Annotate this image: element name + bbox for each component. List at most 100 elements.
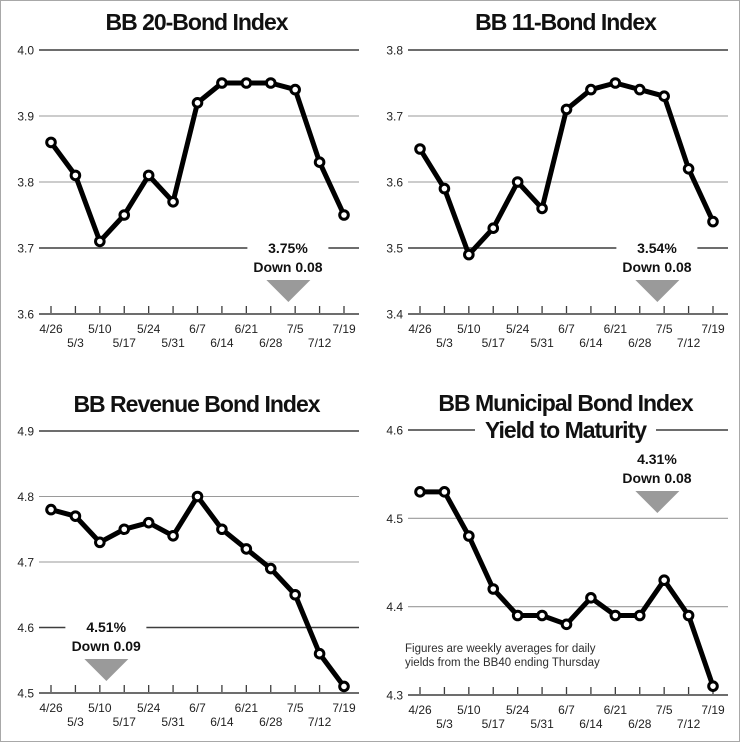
chart-title-text: BB Revenue Bond Index: [73, 391, 320, 417]
x-tick-label: 6/21: [235, 701, 259, 715]
y-tick-label: 4.7: [17, 556, 34, 570]
annotation-value: 4.51%: [86, 619, 127, 635]
y-tick-label: 4.5: [386, 512, 403, 526]
data-markers: [45, 77, 350, 248]
x-tick-label: 6/21: [235, 322, 259, 336]
x-tick-label: 5/3: [436, 336, 453, 350]
x-tick-label: 6/28: [628, 336, 652, 350]
y-tick-label: 3.7: [386, 110, 403, 124]
data-point: [414, 486, 426, 498]
x-tick-label: 7/5: [656, 703, 673, 717]
x-tick-label: 5/24: [506, 322, 530, 336]
y-tick-label: 4.6: [17, 621, 34, 635]
data-markers: [414, 486, 719, 692]
data-point: [289, 83, 301, 96]
y-tick-label: 4.8: [17, 490, 34, 504]
data-point: [338, 680, 350, 693]
gridlines: 3.8 3.7 3.6 3.5 3.4: [386, 44, 728, 322]
chart-canvas: 4.6 4.5 4.4 4.3 4/26 5/3 5/105/175/245/31 6/7 6/…: [386, 424, 728, 731]
x-tick-label: 5/10: [88, 701, 112, 715]
x-tick-label: 6/7: [189, 322, 206, 336]
data-point: [142, 516, 155, 529]
data-point: [118, 523, 131, 536]
data-point: [240, 77, 253, 89]
chart-title-text: BB 20-Bond Index: [105, 9, 288, 35]
x-tick-label: 6/21: [604, 322, 628, 336]
x-axis: 4/26 5/3 5/105/175/245/31 6/7 6/146/216/28 7/…: [39, 306, 356, 350]
x-tick-label: 5/31: [161, 715, 185, 729]
annotation-change: Down 0.09: [71, 638, 141, 654]
down-arrow-icon: [265, 279, 310, 302]
x-tick-label: 6/28: [259, 715, 283, 729]
chart-canvas: 4.9 4.8 4.7 4.6 4.5 4/26 5/3 5/105/175/245/31 6/…: [17, 425, 359, 729]
y-tick-label: 4.4: [386, 600, 403, 614]
data-point: [338, 209, 350, 221]
x-axis: 4/26 5/3 5/105/175/245/31 6/7 6/146/216/28 7/…: [39, 685, 356, 729]
annotation-value: 3.75%: [268, 239, 308, 256]
x-tick-label: 6/14: [210, 715, 234, 729]
chart-panel-bb-11-bond-index: 3.8 3.7 3.6 3.5 3.4 4/26 5/3 5/10 5/17 5/24 5/31 6/…: [370, 1, 739, 371]
y-tick-label: 3.8: [17, 176, 34, 190]
x-tick-label: 7/19: [701, 703, 725, 717]
annotation-value: 3.54%: [637, 239, 677, 256]
x-tick-label: 4/26: [408, 703, 432, 717]
y-tick-label: 3.4: [386, 308, 403, 322]
chart-title: BB Revenue Bond Index: [27, 391, 366, 418]
data-point: [94, 235, 106, 248]
x-tick-label: 5/10: [88, 322, 112, 336]
chart-annotation: 4.31% Down 0.08: [616, 449, 698, 513]
data-point: [511, 609, 524, 622]
x-tick-label: 5/10: [457, 322, 481, 336]
x-tick-label: 7/19: [332, 701, 356, 715]
data-point: [438, 486, 451, 498]
data-point: [682, 163, 695, 175]
chart-canvas: 4.0 3.9 3.8 3.7 3.6 4/26 5/3 5/105/175/245/31 6/…: [17, 44, 359, 350]
y-tick-label: 4.6: [386, 424, 403, 438]
data-point: [167, 530, 179, 542]
data-point: [658, 90, 670, 102]
y-tick-label: 4.5: [17, 687, 34, 701]
x-tick-label: 5/31: [161, 336, 185, 350]
data-point: [609, 77, 622, 89]
data-point: [94, 536, 106, 549]
x-tick-label: 6/7: [189, 701, 206, 715]
chart-canvas: 3.8 3.7 3.6 3.5 3.4 4/26 5/3 5/105/175/245/31 6/…: [386, 44, 728, 350]
data-point: [658, 574, 670, 586]
data-point: [487, 222, 500, 234]
data-point: [289, 588, 301, 601]
chart-title: BB Municipal Bond Index Yield to Maturit…: [396, 390, 735, 444]
x-tick-label: 7/19: [701, 322, 725, 336]
data-point: [585, 83, 597, 96]
data-point: [633, 609, 646, 622]
data-point: [414, 143, 426, 155]
annotation-change: Down 0.08: [622, 469, 692, 486]
footnote-line-1: Figures are weekly averages for daily: [405, 643, 596, 655]
x-tick-label: 7/5: [656, 322, 673, 336]
data-point: [118, 209, 131, 221]
data-point: [682, 609, 695, 622]
y-tick-label: 3.8: [386, 44, 403, 58]
data-point: [216, 523, 228, 536]
x-tick-label: 5/31: [530, 717, 554, 731]
data-point: [69, 510, 82, 522]
down-arrow-icon: [634, 490, 679, 513]
data-point: [240, 543, 253, 555]
x-tick-label: 6/28: [628, 717, 652, 731]
data-point: [438, 182, 451, 195]
data-point: [609, 609, 622, 622]
x-tick-label: 7/5: [287, 322, 304, 336]
x-tick-label: 5/24: [506, 703, 530, 717]
data-markers: [414, 77, 719, 261]
down-arrow-icon: [634, 279, 679, 302]
y-tick-label: 4.9: [17, 425, 34, 439]
chart-title: BB 20-Bond Index: [27, 9, 366, 36]
footnote-line-2: yields from the BB40 ending Thursday: [405, 657, 600, 669]
x-tick-label: 6/14: [210, 336, 234, 350]
data-point: [167, 196, 179, 208]
data-point: [45, 136, 57, 149]
y-tick-label: 4.3: [386, 689, 403, 703]
x-tick-label: 5/17: [113, 336, 137, 350]
x-tick-label: 6/7: [558, 322, 575, 336]
y-tick-label: 4.0: [17, 44, 34, 58]
